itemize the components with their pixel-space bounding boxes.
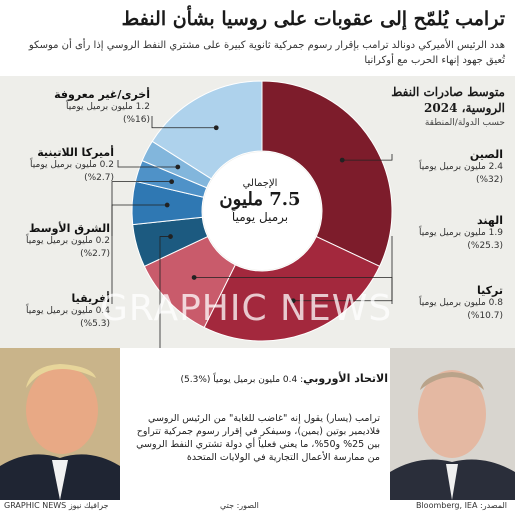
leader-line-5 [111,181,172,236]
donut-center: الإجمالي 7.5 مليون برميل يومياً [205,178,315,224]
donut-chart [111,80,393,348]
photo-caption: ترامب (يسار) يقول إنه "غاضب للغاية" من ا… [136,413,380,463]
center-unit: برميل يومياً [231,210,289,224]
donut-hole [203,152,321,270]
slice-1 [203,235,381,342]
leader-dot-1 [290,298,296,304]
leader-line-3 [159,236,171,348]
label-middle-east: الشرق الأوسط 0.2 مليون برميل يومياً (%2.… [26,222,110,259]
leader-dot-4 [164,202,170,208]
chart-subtitle: حسب الدولة/المنطقة [424,118,505,128]
leader-line-7 [151,116,217,129]
brand-credit: GRAPHIC NEWS جرافيك نيوز [4,501,109,510]
label-latin-america: أميركا اللاتينية 0.2 مليون برميل يومياً … [30,146,114,183]
leader-dot-3 [168,234,173,239]
leader-dot-7 [213,125,219,131]
leader-dot-0 [339,157,345,163]
leader-dot-6 [175,164,181,170]
label-india: الهند 1.9 مليون برميل يومياً (%25.3) [419,214,503,251]
slice-7 [151,80,263,180]
leader-line-2 [194,277,393,304]
center-label: الإجمالي [242,178,278,189]
photo-credit: الصور: جتي [220,501,259,510]
page-subtitle: هدد الرئيس الأميركي دونالد ترامب بإقرار … [28,40,505,66]
label-eu: الاتحاد الأوروبي: 0.4 مليون برميل يومياً… [180,372,388,385]
label-china: الصين 2.4 مليون برميل يومياً (%32) [419,148,503,185]
putin-photo [390,348,515,500]
leader-dot-2 [191,275,197,280]
page-title: ترامب يُلمّح إلى عقوبات على روسيا بشأن ا… [121,8,505,30]
chart-title: متوسط صادرات النفط الروسية، 2024 [391,85,505,115]
leader-line-6 [117,160,178,168]
trump-photo [0,348,120,500]
leader-line-0 [342,154,393,161]
center-value: 7.5 مليون [219,189,301,210]
label-turkey: تركيا 0.8 مليون برميل يومياً (%10.7) [419,284,503,321]
source-note: المصدر: Bloomberg, IEA [415,501,507,510]
watermark: GRAPHIC NEWS [100,288,393,329]
slice-0 [261,80,393,268]
leader-dot-5 [169,179,175,185]
label-other: أخرى/غير معروفة 1.2 مليون برميل يومياً (… [54,88,150,125]
label-africa: أفريقيا 0.4 مليون برميل يومياً (%5.3) [26,292,110,329]
